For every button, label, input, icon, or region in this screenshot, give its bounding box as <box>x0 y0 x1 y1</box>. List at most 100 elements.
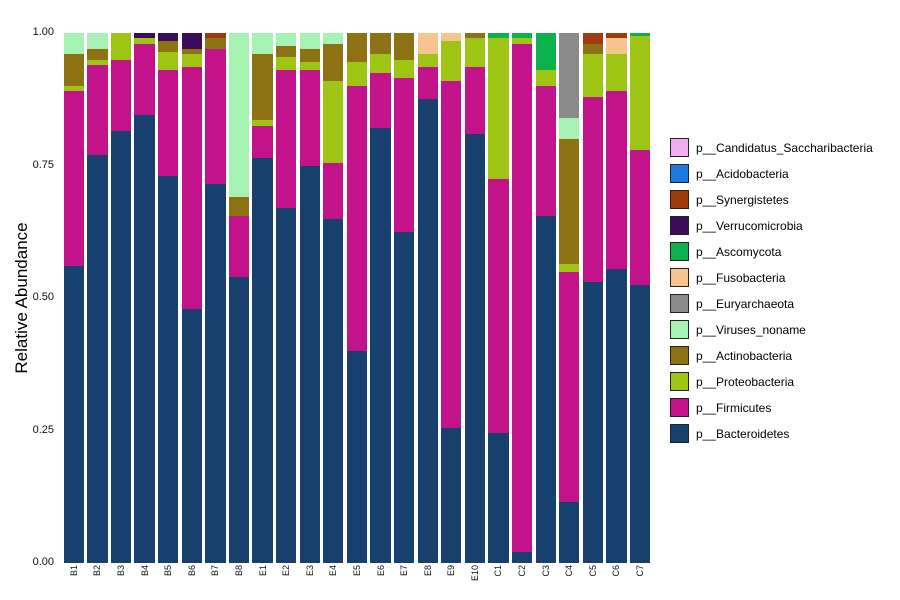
stacked-bar <box>511 33 533 563</box>
bar-B5 <box>156 33 180 563</box>
x-tick: C3 <box>534 565 558 581</box>
segment-p__Bacteroidetes <box>346 351 368 563</box>
legend-swatch <box>670 320 689 339</box>
segment-p__Proteobacteria <box>110 33 132 60</box>
x-tick: E10 <box>463 565 487 581</box>
legend-swatch <box>670 372 689 391</box>
legend-swatch <box>670 190 689 209</box>
segment-p__Firmicutes <box>228 215 250 277</box>
segment-p__Firmicutes <box>606 91 627 269</box>
x-tick-label: C2 <box>517 565 528 577</box>
stacked-bar <box>393 33 415 563</box>
x-tick: C7 <box>628 565 652 581</box>
bar-E4 <box>322 33 346 563</box>
segment-p__Firmicutes <box>252 125 273 158</box>
x-tick-label: C1 <box>493 565 504 577</box>
segment-p__Proteobacteria <box>370 54 391 73</box>
bar-B4 <box>133 33 157 563</box>
legend-item-p__Acidobacteria: p__Acidobacteria <box>670 164 873 183</box>
bar-C7 <box>628 33 652 563</box>
legend-item-p__Viruses_noname: p__Viruses_noname <box>670 320 873 339</box>
segment-p__Viruses_noname <box>323 33 344 44</box>
x-tick: E6 <box>369 565 393 581</box>
segment-p__Firmicutes <box>110 59 132 132</box>
x-tick-label: E7 <box>399 565 410 577</box>
segment-p__Firmicutes <box>299 70 320 166</box>
stacked-bar <box>582 33 603 563</box>
segment-p__Actinobacteria <box>158 40 179 52</box>
stacked-bar <box>606 33 627 563</box>
segment-p__Viruses_noname <box>252 33 273 55</box>
legend-label: p__Firmicutes <box>696 400 772 415</box>
segment-p__Viruses_noname <box>276 33 297 47</box>
legend-swatch <box>670 268 689 287</box>
x-tick-label: E2 <box>281 565 292 577</box>
legend-swatch <box>670 164 689 183</box>
segment-p__Bacteroidetes <box>228 276 250 563</box>
x-tick: E4 <box>322 565 346 581</box>
legend-swatch <box>670 294 689 313</box>
stacked-bar <box>323 33 344 563</box>
segment-p__Firmicutes <box>346 86 368 351</box>
segment-p__Firmicutes <box>511 43 533 553</box>
bar-C6 <box>605 33 629 563</box>
x-tick-label: C3 <box>540 565 551 577</box>
segment-p__Synergistetes <box>606 33 627 39</box>
segment-p__Firmicutes <box>181 67 202 309</box>
stacked-bar <box>252 33 273 563</box>
y-tick-label: 1.00 <box>32 26 54 38</box>
x-tick: E2 <box>274 565 298 581</box>
segment-p__Actinobacteria <box>323 43 344 81</box>
x-tick: C2 <box>510 565 534 581</box>
legend-label: p__Candidatus_Saccharibacteria <box>696 140 873 155</box>
segment-p__Proteobacteria <box>276 56 297 71</box>
x-tick: B2 <box>86 565 110 581</box>
segment-p__Actinobacteria <box>252 54 273 121</box>
legend-label: p__Proteobacteria <box>696 374 795 389</box>
segment-p__Viruses_noname <box>299 33 320 49</box>
legend-item-p__Firmicutes: p__Firmicutes <box>670 398 873 417</box>
segment-p__Actinobacteria <box>205 38 226 49</box>
x-tick: E5 <box>345 565 369 581</box>
segment-p__Proteobacteria <box>488 38 509 179</box>
segment-p__Bacteroidetes <box>87 154 108 563</box>
x-tick: B7 <box>204 565 228 581</box>
x-tick: B5 <box>156 565 180 581</box>
segment-p__Firmicutes <box>370 72 391 129</box>
segment-p__Proteobacteria <box>441 40 462 81</box>
segment-p__Firmicutes <box>63 91 84 267</box>
stacked-bar <box>629 33 651 563</box>
segment-p__Firmicutes <box>629 149 651 285</box>
stacked-bar <box>181 33 202 563</box>
stacked-bar <box>370 33 391 563</box>
segment-p__Bacteroidetes <box>582 282 603 563</box>
segment-p__Euryarchaeota <box>559 33 580 118</box>
segment-p__Ascomycota <box>511 33 533 39</box>
segment-p__Actinobacteria <box>63 54 84 87</box>
segment-p__Firmicutes <box>535 86 556 216</box>
segment-p__Verrucomicrobia <box>134 33 155 39</box>
stacked-bar <box>417 33 438 563</box>
x-tick: E7 <box>392 565 416 581</box>
segment-p__Bacteroidetes <box>511 552 533 563</box>
x-tick-label: E9 <box>446 565 457 577</box>
stacked-bar <box>158 33 179 563</box>
y-tick-label: 0.00 <box>32 556 54 568</box>
x-tick: C1 <box>487 565 511 581</box>
bar-E10 <box>463 33 487 563</box>
segment-p__Bacteroidetes <box>299 165 320 563</box>
bar-C2 <box>510 33 534 563</box>
x-tick: B3 <box>109 565 133 581</box>
segment-p__Fusobacteria <box>606 38 627 55</box>
bar-B7 <box>204 33 228 563</box>
x-tick-label: B1 <box>68 565 79 577</box>
legend-item-p__Synergistetes: p__Synergistetes <box>670 190 873 209</box>
segment-p__Proteobacteria <box>158 51 179 71</box>
legend-label: p__Viruses_noname <box>696 322 806 337</box>
x-tick: E8 <box>416 565 440 581</box>
segment-p__Fusobacteria <box>417 33 438 55</box>
stacked-bar <box>559 33 580 563</box>
stacked-bar <box>63 33 84 563</box>
legend-item-p__Euryarchaeota: p__Euryarchaeota <box>670 294 873 313</box>
